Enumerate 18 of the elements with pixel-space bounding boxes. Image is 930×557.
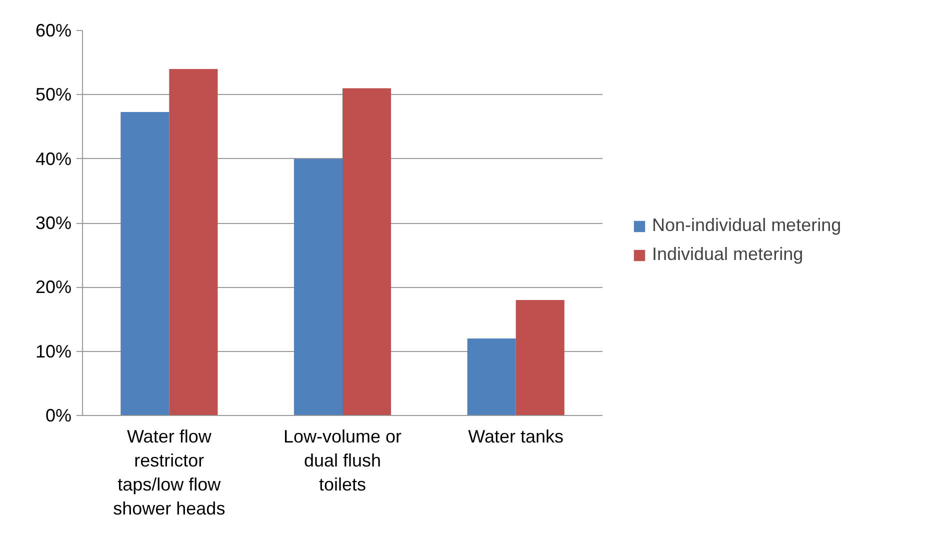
y-tick-label: 50% — [35, 84, 72, 105]
y-tick-label: 10% — [35, 341, 72, 362]
bar — [120, 112, 170, 416]
bar — [294, 158, 342, 416]
y-tick-label: 30% — [35, 213, 72, 233]
x-tick-label: Water flow restrictor taps/low flow shower heads — [113, 426, 226, 518]
y-tick-label: 20% — [35, 277, 72, 298]
bar — [169, 69, 218, 416]
bar — [342, 88, 392, 416]
x-tick-label: Low-volume or dual flush toilets — [283, 426, 402, 494]
bar — [516, 300, 564, 416]
x-tick-label: Water tanks — [468, 426, 564, 446]
legend-label: Individual metering — [652, 244, 804, 265]
bar — [467, 338, 516, 416]
y-tick-label: 0% — [45, 406, 72, 426]
y-tick-label: 60% — [35, 20, 72, 40]
legend-label: Non-individual metering — [652, 215, 842, 236]
y-tick-label: 40% — [35, 148, 72, 169]
